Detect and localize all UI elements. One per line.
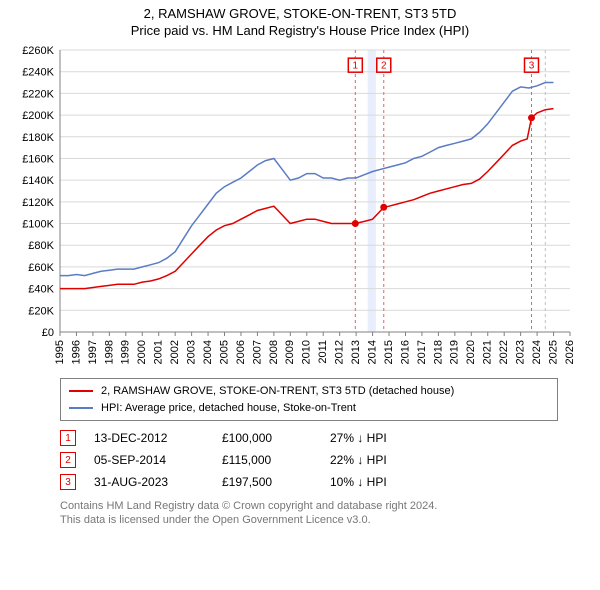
svg-text:2002: 2002 — [169, 340, 181, 364]
svg-text:2017: 2017 — [416, 340, 428, 364]
svg-text:2009: 2009 — [284, 340, 296, 364]
transaction-delta: 22% ↓ HPI — [330, 453, 450, 467]
svg-text:2015: 2015 — [383, 340, 395, 364]
svg-text:2001: 2001 — [153, 340, 165, 364]
legend-swatch — [69, 390, 93, 392]
transaction-row: 2 05-SEP-2014 £115,000 22% ↓ HPI — [60, 449, 590, 471]
svg-text:2025: 2025 — [547, 340, 559, 364]
svg-text:2: 2 — [381, 61, 387, 72]
svg-text:£100K: £100K — [22, 219, 54, 231]
svg-text:2014: 2014 — [366, 340, 378, 364]
svg-text:2012: 2012 — [334, 340, 346, 364]
legend-item: 2, RAMSHAW GROVE, STOKE-ON-TRENT, ST3 5T… — [69, 383, 549, 400]
footer-line-1: Contains HM Land Registry data © Crown c… — [60, 499, 590, 513]
transaction-date: 31-AUG-2023 — [94, 475, 204, 489]
title-main: 2, RAMSHAW GROVE, STOKE-ON-TRENT, ST3 5T… — [10, 6, 590, 21]
transaction-delta: 27% ↓ HPI — [330, 431, 450, 445]
price-chart: £0 £20K £40K £60K £80K £100K £120K £140K £160K £1… — [10, 42, 590, 372]
transaction-price: £115,000 — [222, 453, 312, 467]
svg-text:2006: 2006 — [235, 340, 247, 364]
chart-svg: £0 £20K £40K £60K £80K £100K £120K £140K £160K £1… — [10, 42, 590, 372]
svg-text:2021: 2021 — [482, 340, 494, 364]
svg-text:£120K: £120K — [22, 197, 54, 209]
transaction-date: 13-DEC-2012 — [94, 431, 204, 445]
transaction-date: 05-SEP-2014 — [94, 453, 204, 467]
svg-text:1995: 1995 — [54, 340, 66, 364]
svg-text:2016: 2016 — [399, 340, 411, 364]
svg-text:2007: 2007 — [251, 340, 263, 364]
footer-attribution: Contains HM Land Registry data © Crown c… — [60, 499, 590, 528]
svg-text:£20K: £20K — [28, 305, 54, 317]
svg-text:2008: 2008 — [268, 340, 280, 364]
svg-text:2003: 2003 — [186, 340, 198, 364]
svg-text:2005: 2005 — [218, 340, 230, 364]
transaction-delta: 10% ↓ HPI — [330, 475, 450, 489]
svg-text:£180K: £180K — [22, 132, 54, 144]
legend-swatch — [69, 407, 93, 409]
svg-text:£260K: £260K — [22, 45, 54, 57]
svg-text:£240K: £240K — [22, 67, 54, 79]
svg-text:£0: £0 — [42, 327, 54, 339]
chart-page: { "title_main": "2, RAMSHAW GROVE, STOKE… — [0, 0, 600, 590]
svg-text:2022: 2022 — [498, 340, 510, 364]
svg-text:£160K: £160K — [22, 153, 54, 165]
svg-text:1997: 1997 — [87, 340, 99, 364]
transaction-marker: 3 — [60, 474, 76, 490]
legend-label: HPI: Average price, detached house, Stok… — [101, 400, 356, 417]
svg-text:2024: 2024 — [531, 340, 543, 364]
svg-text:1999: 1999 — [120, 340, 132, 364]
transactions-table: 1 13-DEC-2012 £100,000 27% ↓ HPI 2 05-SEP-201… — [60, 427, 590, 493]
svg-text:£220K: £220K — [22, 88, 54, 100]
transaction-marker: 2 — [60, 452, 76, 468]
svg-text:2023: 2023 — [515, 340, 527, 364]
svg-text:£60K: £60K — [28, 262, 54, 274]
footer-line-2: This data is licensed under the Open Gov… — [60, 513, 590, 527]
transaction-row: 1 13-DEC-2012 £100,000 27% ↓ HPI — [60, 427, 590, 449]
title-sub: Price paid vs. HM Land Registry's House … — [10, 23, 590, 38]
svg-text:2020: 2020 — [465, 340, 477, 364]
svg-text:3: 3 — [529, 61, 535, 72]
legend-item: HPI: Average price, detached house, Stok… — [69, 400, 549, 417]
svg-text:2018: 2018 — [432, 340, 444, 364]
svg-text:1: 1 — [353, 61, 359, 72]
transaction-price: £197,500 — [222, 475, 312, 489]
transaction-row: 3 31-AUG-2023 £197,500 10% ↓ HPI — [60, 471, 590, 493]
svg-text:2000: 2000 — [136, 340, 148, 364]
legend-label: 2, RAMSHAW GROVE, STOKE-ON-TRENT, ST3 5T… — [101, 383, 454, 400]
svg-text:£80K: £80K — [28, 240, 54, 252]
svg-text:2019: 2019 — [449, 340, 461, 364]
svg-text:2011: 2011 — [317, 340, 329, 364]
svg-text:£40K: £40K — [28, 284, 54, 296]
transaction-price: £100,000 — [222, 431, 312, 445]
svg-text:1998: 1998 — [103, 340, 115, 364]
svg-text:2026: 2026 — [564, 340, 576, 364]
svg-text:2004: 2004 — [202, 340, 214, 364]
svg-text:£200K: £200K — [22, 110, 54, 122]
chart-titles: 2, RAMSHAW GROVE, STOKE-ON-TRENT, ST3 5T… — [10, 6, 590, 38]
svg-text:2013: 2013 — [350, 340, 362, 364]
transaction-marker: 1 — [60, 430, 76, 446]
svg-text:1996: 1996 — [70, 340, 82, 364]
svg-text:£140K: £140K — [22, 175, 54, 187]
legend-box: 2, RAMSHAW GROVE, STOKE-ON-TRENT, ST3 5T… — [60, 378, 558, 421]
svg-text:2010: 2010 — [301, 340, 313, 364]
